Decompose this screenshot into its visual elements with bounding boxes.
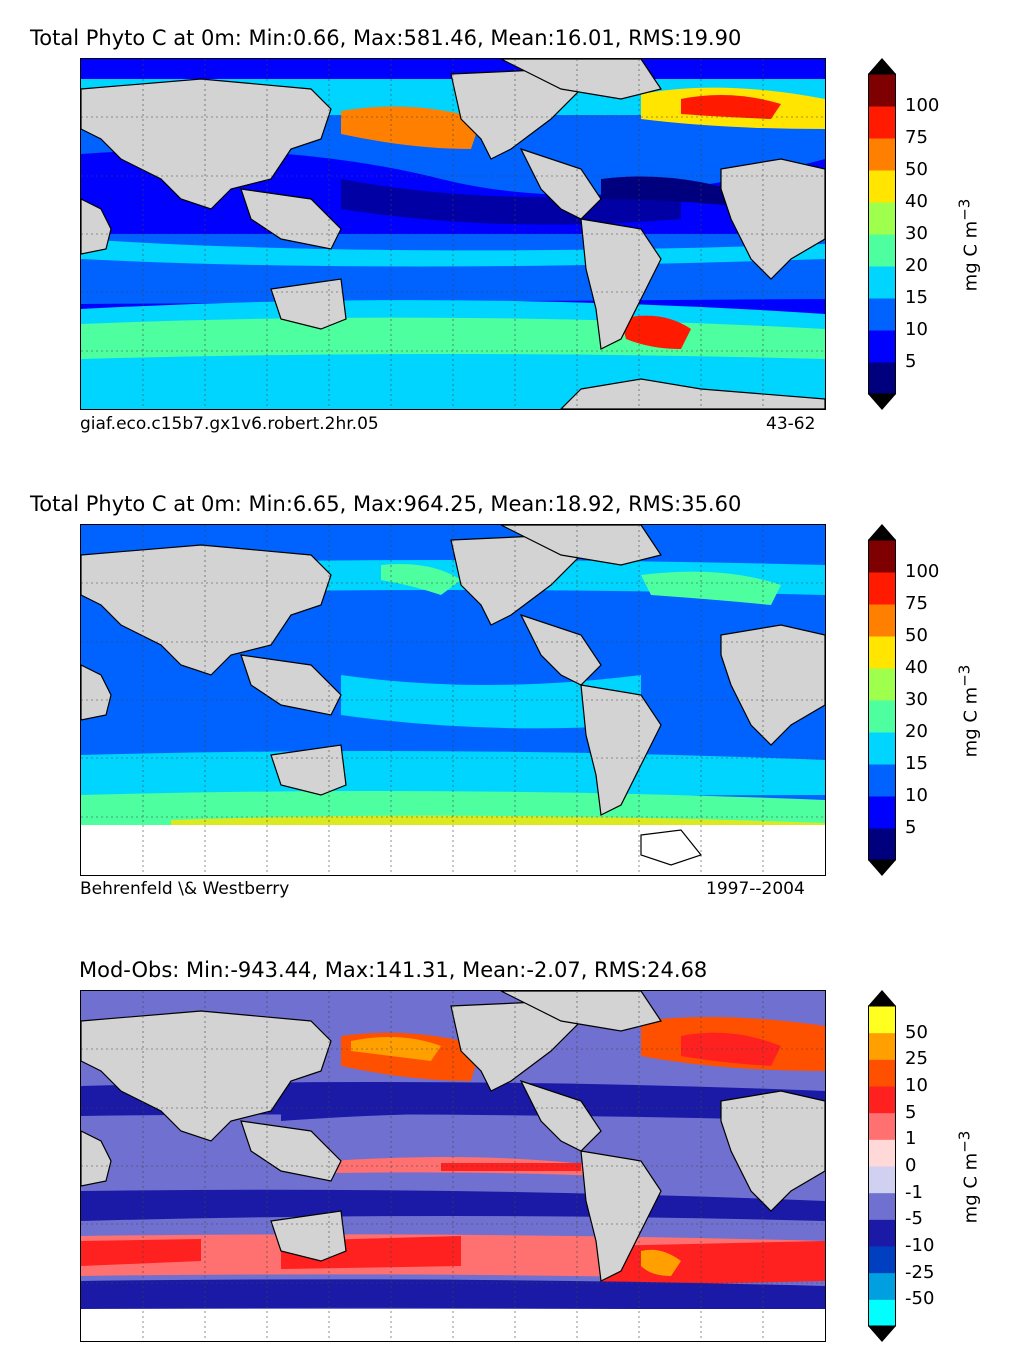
panel-3-colorbar: 50 25 10 5 1 0 -1 -5 -10 -25 -50 xyxy=(868,990,934,1342)
colorbar-graphic xyxy=(868,58,896,410)
colorbar-segment xyxy=(868,540,896,573)
colorbar-segment xyxy=(868,636,896,669)
panel-1-colorbar-unit: mg C m−3 xyxy=(955,198,982,292)
colorbar-segment xyxy=(868,234,896,267)
colorbar-tick-label: 10 xyxy=(905,319,928,340)
colorbar-frame xyxy=(868,1005,896,1327)
panel-2-map-canvas xyxy=(81,525,825,875)
colorbar-tick-label: 5 xyxy=(905,1101,917,1123)
colorbar-segment xyxy=(868,796,896,829)
colorbar-tick-label: 75 xyxy=(905,593,928,614)
panel-1-title: Total Phyto C at 0m: Min:0.66, Max:581.4… xyxy=(30,26,742,50)
colorbar-tick-label: 50 xyxy=(905,625,928,646)
colorbar-segment xyxy=(868,266,896,299)
colorbar-tick-label: 40 xyxy=(905,191,928,212)
panel-1-map-canvas xyxy=(81,59,825,409)
colorbar-segment xyxy=(868,74,896,107)
colorbar-tick-label: -50 xyxy=(905,1288,935,1310)
colorbar-tick-label: 30 xyxy=(905,223,928,244)
colorbar-segment xyxy=(868,170,896,203)
colorbar-segment xyxy=(868,1219,896,1247)
colorbar-frame xyxy=(868,73,896,395)
colorbar-tick-label: -1 xyxy=(905,1181,923,1203)
colorbar-segment xyxy=(868,1032,896,1060)
colorbar-segment xyxy=(868,202,896,235)
colorbar-tick-label: 5 xyxy=(905,817,917,838)
colorbar-tick-label: 15 xyxy=(905,753,928,774)
panel-3-map-canvas xyxy=(81,991,825,1341)
colorbar-segment xyxy=(868,106,896,139)
colorbar-segment xyxy=(868,1086,896,1114)
colorbar-segment xyxy=(868,138,896,171)
panel-2-title: Total Phyto C at 0m: Min:6.65, Max:964.2… xyxy=(30,492,742,516)
colorbar-tick-label: 20 xyxy=(905,255,928,276)
colorbar-tick-label: -5 xyxy=(905,1208,923,1230)
colorbar-tick-label: 25 xyxy=(905,1048,928,1070)
colorbar-tick-label: 1 xyxy=(905,1128,917,1150)
colorbar-segment xyxy=(868,1006,896,1034)
colorbar-segment xyxy=(868,1059,896,1087)
panel-2-colorbar: 100 75 50 40 30 20 15 10 5 xyxy=(868,524,939,876)
colorbar-tick-label: 30 xyxy=(905,689,928,710)
colorbar-segment xyxy=(868,732,896,765)
panel-2-source: Behrenfeld \& Westberry xyxy=(80,879,290,899)
colorbar-tick-label: -25 xyxy=(905,1261,935,1283)
colorbar-tick-label: 100 xyxy=(905,95,940,116)
colorbar-segment xyxy=(868,764,896,797)
colorbar-segment xyxy=(868,1272,896,1300)
colorbar-segment xyxy=(868,668,896,701)
colorbar-segment xyxy=(868,1192,896,1220)
panel-1-map xyxy=(80,58,826,410)
colorbar-tick-label: 75 xyxy=(905,127,928,148)
colorbar-tick-label: -10 xyxy=(905,1235,935,1256)
colorbar-tick-label: 0 xyxy=(905,1155,917,1176)
colorbar-min-extend xyxy=(868,860,896,876)
colorbar-segment xyxy=(868,1112,896,1140)
colorbar-max-extend xyxy=(868,58,896,74)
colorbar-segment xyxy=(868,1246,896,1274)
colorbar-max-extend xyxy=(868,990,896,1006)
panel-2-colorbar-unit: mg C m−3 xyxy=(955,664,982,758)
colorbar-tick-label: 20 xyxy=(905,721,928,742)
colorbar-segment xyxy=(868,1166,896,1194)
panel-1-colorbar: 100 75 50 40 30 20 15 10 5 xyxy=(868,58,939,410)
panel-2-map xyxy=(80,524,826,876)
colorbar-graphic xyxy=(868,524,896,876)
colorbar-tick-label: 50 xyxy=(905,1021,928,1043)
colorbar-graphic xyxy=(868,990,896,1342)
panel-1-years: 43-62 xyxy=(766,414,816,434)
panel-1-source: giaf.eco.c15b7.gx1v6.robert.2hr.05 xyxy=(80,414,379,434)
colorbar-frame xyxy=(868,539,896,861)
colorbar-segment xyxy=(868,700,896,733)
panel-3-map xyxy=(80,990,826,1342)
colorbar-segment xyxy=(868,298,896,331)
colorbar-tick-label: 40 xyxy=(905,657,928,678)
panel-3-title: Mod-Obs: Min:-943.44, Max:141.31, Mean:-… xyxy=(79,958,708,982)
colorbar-min-extend xyxy=(868,1326,896,1342)
colorbar-min-extend xyxy=(868,394,896,410)
colorbar-tick-label: 100 xyxy=(905,561,940,582)
colorbar-segment xyxy=(868,330,896,363)
colorbar-max-extend xyxy=(868,524,896,540)
colorbar-tick-label: 15 xyxy=(905,287,928,308)
colorbar-tick-label: 10 xyxy=(905,785,928,806)
panel-2-years: 1997--2004 xyxy=(706,879,805,899)
colorbar-tick-label: 50 xyxy=(905,159,928,180)
colorbar-tick-label: 5 xyxy=(905,351,917,372)
colorbar-segment xyxy=(868,362,896,395)
colorbar-segment xyxy=(868,1299,896,1327)
colorbar-segment xyxy=(868,572,896,605)
panel-3-colorbar-unit: mg C m−3 xyxy=(955,1130,982,1224)
colorbar-segment xyxy=(868,828,896,861)
colorbar-tick-label: 10 xyxy=(905,1075,928,1096)
colorbar-segment xyxy=(868,604,896,637)
colorbar-segment xyxy=(868,1139,896,1167)
